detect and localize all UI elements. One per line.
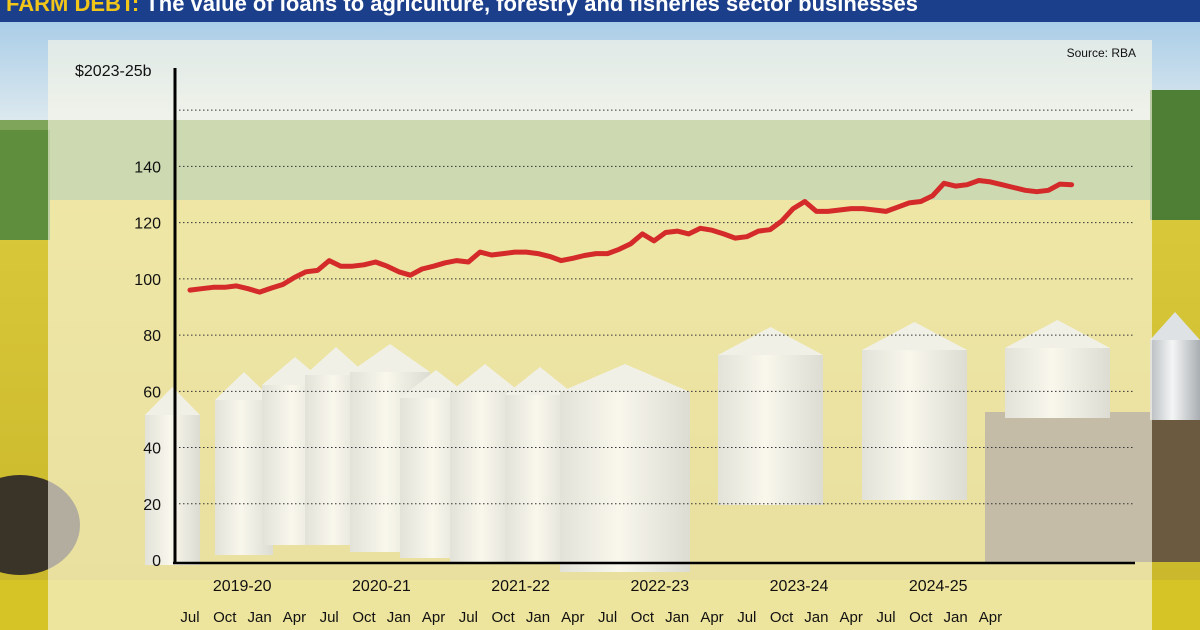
y-tick-label: 40 — [143, 441, 161, 458]
x-tick-label: Jan — [248, 609, 272, 626]
x-tick-label: Jul — [876, 609, 895, 626]
financial-year-label: 2019-20 — [213, 578, 272, 595]
x-tick-label: Oct — [213, 609, 237, 626]
x-tick-label: Apr — [979, 609, 1002, 626]
x-tick-label: Jul — [320, 609, 339, 626]
financial-year-label: 2022-23 — [630, 578, 689, 595]
title-rest: The value of loans to agriculture, fores… — [139, 0, 919, 16]
y-tick-label: 120 — [134, 216, 161, 233]
x-tick-label: Jan — [804, 609, 828, 626]
x-tick-label: Jan — [526, 609, 550, 626]
x-tick-label: Apr — [840, 609, 863, 626]
x-tick-label: Oct — [909, 609, 933, 626]
x-tick-label: Jul — [180, 609, 199, 626]
x-tick-label: Oct — [770, 609, 794, 626]
x-tick-label: Jan — [665, 609, 689, 626]
y-tick-label: 60 — [143, 384, 161, 401]
financial-year-label: 2021-22 — [491, 578, 550, 595]
title-lead: FARM DEBT: — [6, 0, 140, 16]
x-tick-label: Jul — [598, 609, 617, 626]
financial-year-label: 2024-25 — [909, 578, 968, 595]
title-bar: FARM DEBT: The value of loans to agricul… — [0, 0, 1200, 22]
y-tick-label: 80 — [143, 328, 161, 345]
financial-year-label: 2020-21 — [352, 578, 411, 595]
x-tick-label: Apr — [561, 609, 584, 626]
x-tick-label: Jul — [737, 609, 756, 626]
y-axis-label: $2023-25b — [75, 63, 152, 80]
x-tick-label: Apr — [422, 609, 445, 626]
x-tick-label: Apr — [283, 609, 306, 626]
x-tick-label: Jul — [459, 609, 478, 626]
x-tick-label: Apr — [700, 609, 723, 626]
x-tick-label: Oct — [352, 609, 376, 626]
y-tick-label: 100 — [134, 272, 161, 289]
x-tick-label: Jan — [387, 609, 411, 626]
financial-year-label: 2023-24 — [770, 578, 829, 595]
y-tick-label: 0 — [152, 553, 161, 570]
y-tick-label: 140 — [134, 159, 161, 176]
series-line — [187, 178, 1075, 295]
x-tick-label: Oct — [492, 609, 516, 626]
source-note: Source: RBA — [1067, 46, 1136, 60]
x-tick-label: Oct — [631, 609, 655, 626]
x-tick-label: Jan — [944, 609, 968, 626]
y-tick-label: 20 — [143, 497, 161, 514]
